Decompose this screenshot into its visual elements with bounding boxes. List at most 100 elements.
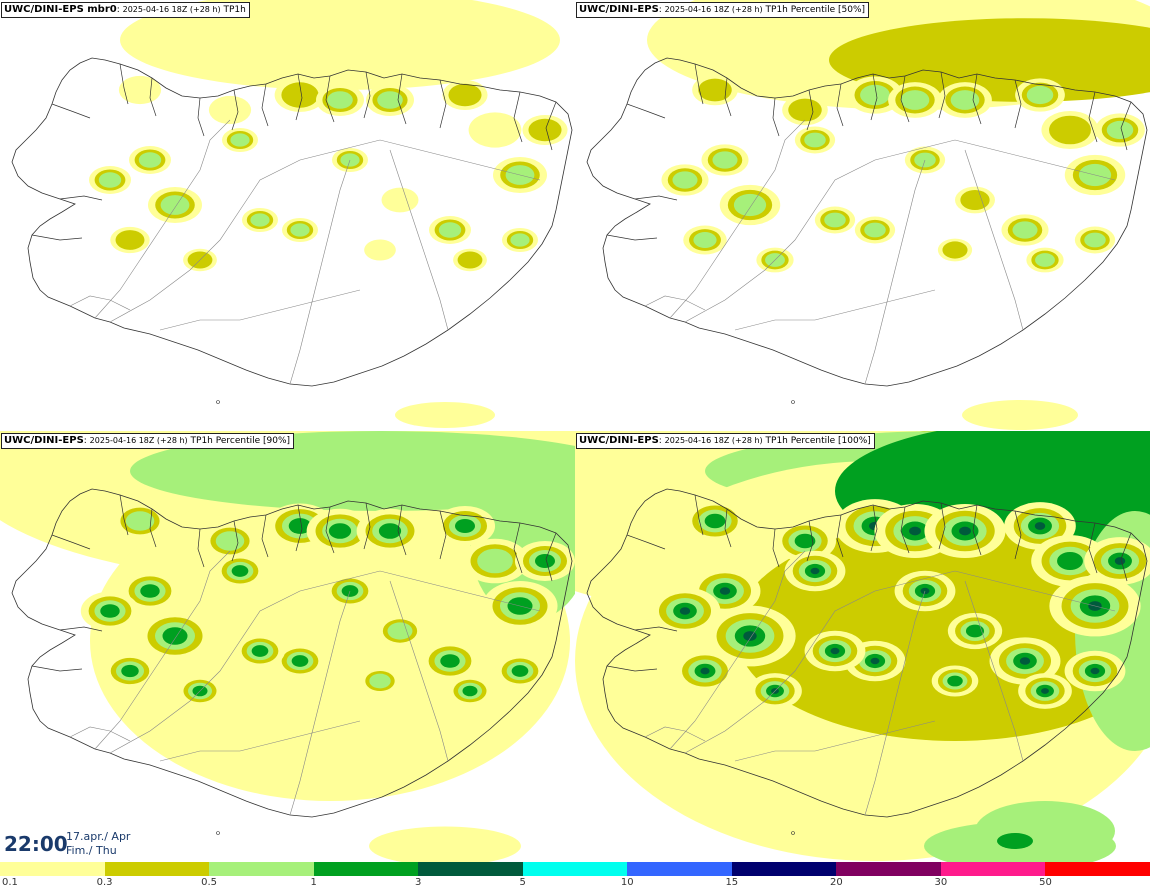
region-border [109,139,541,323]
fjord [606,665,658,672]
fjord [870,504,878,552]
panel-run: 2025-04-16 18Z (+28 h) [664,5,763,14]
fjord [836,83,844,127]
precip-cell [457,251,483,269]
fjord [59,195,103,201]
precip-cell [962,400,1078,430]
precip-cell [950,90,980,110]
color-legend: 0.1 0.3 0.5 1 3 5 10 15 20 30 50 [0,862,1150,891]
legend-swatch [313,862,419,876]
precip-cell [328,523,352,539]
island [791,831,795,835]
legend-tick-label: 0.1 [2,877,18,888]
precip-cell [788,98,822,122]
legend-swatch [940,862,1046,876]
precip-cell [454,518,476,534]
legend-swatch [627,862,733,876]
precip-cell [1019,657,1031,665]
precip-cell [290,223,310,237]
fjord [606,234,658,241]
region-border [109,570,541,754]
region-border [684,139,1116,323]
precip-cell [215,531,245,551]
precip-cell [140,584,160,598]
precip-cell [395,402,495,428]
fjord [31,665,83,672]
island [791,400,795,404]
precip-cell [909,526,921,536]
precip-cell [511,665,529,677]
precip-cell [510,233,530,247]
precip-cell [1035,253,1055,267]
precip-cell [900,90,930,110]
fjord [149,508,157,548]
precip-field [89,0,568,428]
precip-cell [230,133,250,147]
map-panel-p50: UWC/DINI-EPS: 2025-04-16 18Z (+28 h) TP1… [575,0,1150,431]
precip-area [130,431,575,511]
fjord [397,73,407,125]
panel-title: UWC/DINI-EPS: 2025-04-16 18Z (+28 h) TP1… [576,433,875,449]
precip-cell [231,565,249,577]
fjord [295,504,303,552]
region-border [389,149,449,331]
precip-cell [1026,85,1054,105]
fjord [938,71,946,119]
precip-cell [719,587,731,595]
region-border [734,289,936,331]
fjord [397,504,407,556]
fjord [513,522,523,574]
fjord [634,626,678,632]
precip-cell [1084,232,1106,248]
precip-cell [1012,221,1038,239]
legend-tick-label: 50 [1039,877,1052,888]
precip-cell [468,112,522,148]
precip-cell [251,645,269,657]
precip-map [575,431,1150,862]
island [216,831,220,835]
fjord [694,63,704,105]
fjord [513,91,523,143]
panel-field: TP1h [223,5,246,15]
fjord [119,63,129,105]
precip-cell [743,631,757,641]
fjord [724,508,732,548]
region-border [669,550,806,750]
precip-cell [712,151,738,169]
panel-source: UWC/DINI-EPS [4,435,84,446]
precip-field [647,0,1150,430]
fjord [261,83,269,127]
legend-tick-label: 15 [725,877,739,888]
fjord [363,502,371,550]
valid-date-line1: 17.apr./ Apr [66,830,131,843]
fjord [1088,522,1098,574]
precip-map [0,431,575,862]
region-border [644,295,706,311]
panel-field: TP1h Percentile [50%] [765,5,866,15]
precip-cell [824,212,846,228]
panel-field: TP1h Percentile [100%] [765,436,871,446]
region-border [864,159,926,385]
fjord [231,89,239,131]
precip-cell [997,833,1033,849]
panel-run: 2025-04-16 18Z (+28 h) [122,5,221,14]
precip-cell [700,667,710,675]
map-panel-member0: UWC/DINI-EPS mbr0: 2025-04-16 18Z (+28 h… [0,0,575,431]
precip-cell [1034,522,1046,530]
precip-cell [965,624,985,638]
legend-swatch [1045,862,1150,876]
region-border [684,570,1116,754]
precip-cell [291,655,309,667]
fjord [119,494,129,536]
fjord [439,79,447,129]
fjord [261,514,269,558]
fjord [31,234,83,241]
precip-cell [1049,115,1091,145]
precip-cell [98,172,122,188]
precip-cell [733,193,767,217]
precip-cell [369,673,391,689]
legend-swatch [522,862,628,876]
precip-cell [810,567,820,575]
region-border [94,119,231,319]
precip-cell [794,533,816,549]
